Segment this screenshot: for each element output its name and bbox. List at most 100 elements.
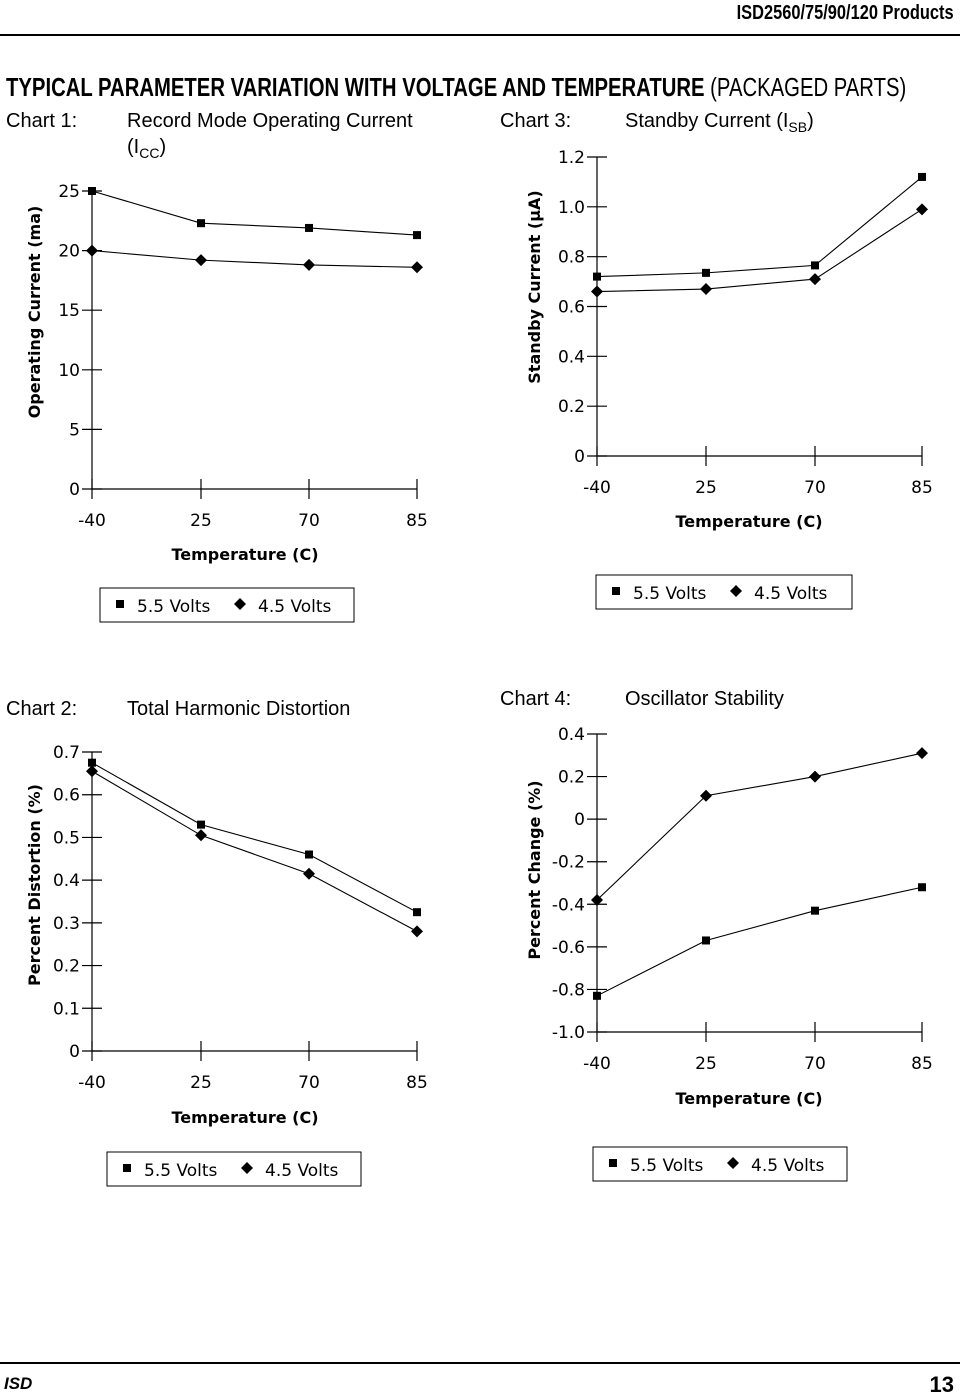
c2-square-marker bbox=[413, 908, 421, 916]
charts-canvas: 0510152025-40 25 70 85Temperature (C)Operat… bbox=[0, 0, 960, 1399]
c1-diamond-marker bbox=[86, 245, 98, 257]
c2-y-tick-label: 0.6 bbox=[53, 786, 80, 806]
c3-x-tick-label: 25 bbox=[695, 478, 717, 498]
c3-square-marker bbox=[702, 269, 710, 277]
c2-y-tick-label: 0.2 bbox=[53, 957, 80, 977]
c1-x-tick-label: -40 bbox=[78, 511, 106, 531]
c4-legend-square-icon bbox=[609, 1159, 617, 1167]
c4-legend-label-1: 5.5 Volts bbox=[630, 1156, 704, 1176]
c3-legend-label-2: 4.5 Volts bbox=[754, 584, 828, 604]
c1-square-marker bbox=[413, 231, 421, 239]
c3-x-tick-label: 70 bbox=[804, 478, 826, 498]
c2-y-tick-label: 0.1 bbox=[53, 999, 80, 1019]
c3-y-tick-label: 0.2 bbox=[558, 397, 585, 417]
c1-diamond-marker bbox=[195, 254, 207, 266]
c3-square-marker bbox=[811, 261, 819, 269]
c2-x-tick-label: 85 bbox=[406, 1073, 428, 1093]
c4-y-tick-label: 0.2 bbox=[558, 768, 585, 788]
c3-y-tick-label: 0.4 bbox=[558, 347, 585, 367]
c3-series-square-line bbox=[597, 177, 922, 277]
c2-diamond-marker bbox=[195, 829, 207, 841]
c2-y-tick-label: 0.4 bbox=[53, 871, 80, 891]
c3-legend-square-icon bbox=[612, 587, 620, 595]
c2-diamond-marker bbox=[303, 868, 315, 880]
c4-y-tick-label: -0.8 bbox=[552, 980, 585, 1000]
c1-x-axis-title: Temperature (C) bbox=[171, 545, 318, 564]
c2-diamond-marker bbox=[411, 925, 423, 937]
c3-x-axis-title: Temperature (C) bbox=[675, 512, 822, 531]
c3-x-tick-label: 85 bbox=[911, 478, 933, 498]
c4-diamond-marker bbox=[809, 771, 821, 783]
c4-x-tick-label: 25 bbox=[695, 1054, 717, 1074]
c4-diamond-marker bbox=[916, 747, 928, 759]
c1-y-tick-label: 0 bbox=[69, 480, 80, 500]
c4-x-axis-title: Temperature (C) bbox=[675, 1089, 822, 1108]
c1-y-tick-label: 25 bbox=[58, 182, 80, 202]
c1-legend-label-2: 4.5 Volts bbox=[258, 597, 332, 617]
c4-legend-diamond-icon bbox=[727, 1157, 739, 1169]
c4-y-tick-label: 0.4 bbox=[558, 725, 585, 745]
c3-y-tick-label: 0 bbox=[574, 447, 585, 467]
c1-legend-label-1: 5.5 Volts bbox=[137, 597, 211, 617]
c2-y-tick-label: 0.7 bbox=[53, 743, 80, 763]
c4-y-tick-label: 0 bbox=[574, 810, 585, 830]
c2-legend-diamond-icon bbox=[241, 1162, 253, 1174]
c4-y-tick-label: -0.2 bbox=[552, 853, 585, 873]
c1-x-tick-label: 25 bbox=[190, 511, 212, 531]
c2-square-marker bbox=[197, 821, 205, 829]
c4-y-tick-label: -0.4 bbox=[552, 895, 585, 915]
c2-square-marker bbox=[305, 851, 313, 859]
c3-square-marker bbox=[593, 273, 601, 281]
c1-y-tick-label: 20 bbox=[58, 242, 80, 262]
c1-x-tick-label: 70 bbox=[298, 511, 320, 531]
page-number: 13 bbox=[930, 1372, 954, 1398]
c1-legend-square-icon bbox=[116, 600, 124, 608]
c3-series-diamond-line bbox=[597, 209, 922, 291]
c4-y-tick-label: -1.0 bbox=[552, 1023, 585, 1043]
c3-y-axis-title: Standby Current (μA) bbox=[525, 190, 544, 383]
c1-series-diamond-line bbox=[92, 251, 417, 268]
c1-y-axis-title: Operating Current (ma) bbox=[25, 206, 44, 419]
c2-x-tick-label: 70 bbox=[298, 1073, 320, 1093]
c2-y-tick-label: 0 bbox=[69, 1042, 80, 1062]
c4-series-square-line bbox=[597, 887, 922, 996]
c1-square-marker bbox=[88, 187, 96, 195]
c3-diamond-marker bbox=[916, 203, 928, 215]
c2-legend-square-icon bbox=[123, 1164, 131, 1172]
c4-square-marker bbox=[702, 936, 710, 944]
c4-x-tick-label: -40 bbox=[583, 1054, 611, 1074]
c1-diamond-marker bbox=[411, 261, 423, 273]
c2-y-axis-title: Percent Distortion (%) bbox=[25, 784, 44, 986]
c3-y-tick-label: 0.8 bbox=[558, 248, 585, 268]
c1-legend-diamond-icon bbox=[234, 598, 246, 610]
c3-diamond-marker bbox=[700, 283, 712, 295]
c2-series-diamond-line bbox=[92, 771, 417, 931]
c3-y-tick-label: 0.6 bbox=[558, 298, 585, 318]
c1-series-square-line bbox=[92, 191, 417, 235]
c3-y-tick-label: 1.2 bbox=[558, 148, 585, 168]
c4-square-marker bbox=[811, 907, 819, 915]
c3-diamond-marker bbox=[591, 286, 603, 298]
c4-y-axis-title: Percent Change (%) bbox=[525, 780, 544, 959]
c3-square-marker bbox=[918, 173, 926, 181]
c2-y-tick-label: 0.3 bbox=[53, 914, 80, 934]
c4-square-marker bbox=[918, 883, 926, 891]
c1-square-marker bbox=[197, 219, 205, 227]
c3-legend-diamond-icon bbox=[730, 585, 742, 597]
c4-y-tick-label: -0.6 bbox=[552, 938, 585, 958]
c2-x-axis-title: Temperature (C) bbox=[171, 1108, 318, 1127]
c2-x-tick-label: -40 bbox=[78, 1073, 106, 1093]
c3-diamond-marker bbox=[809, 273, 821, 285]
c4-x-tick-label: 70 bbox=[804, 1054, 826, 1074]
c3-y-tick-label: 1.0 bbox=[558, 198, 585, 218]
c1-y-tick-label: 10 bbox=[58, 361, 80, 381]
footer-rule bbox=[0, 1362, 960, 1364]
c1-y-tick-label: 15 bbox=[58, 301, 80, 321]
c4-square-marker bbox=[593, 992, 601, 1000]
c2-legend-label-2: 4.5 Volts bbox=[265, 1161, 339, 1181]
c2-series-square-line bbox=[92, 763, 417, 913]
c2-y-tick-label: 0.5 bbox=[53, 828, 80, 848]
c2-diamond-marker bbox=[86, 765, 98, 777]
c4-x-tick-label: 85 bbox=[911, 1054, 933, 1074]
c4-series-diamond-line bbox=[597, 753, 922, 900]
